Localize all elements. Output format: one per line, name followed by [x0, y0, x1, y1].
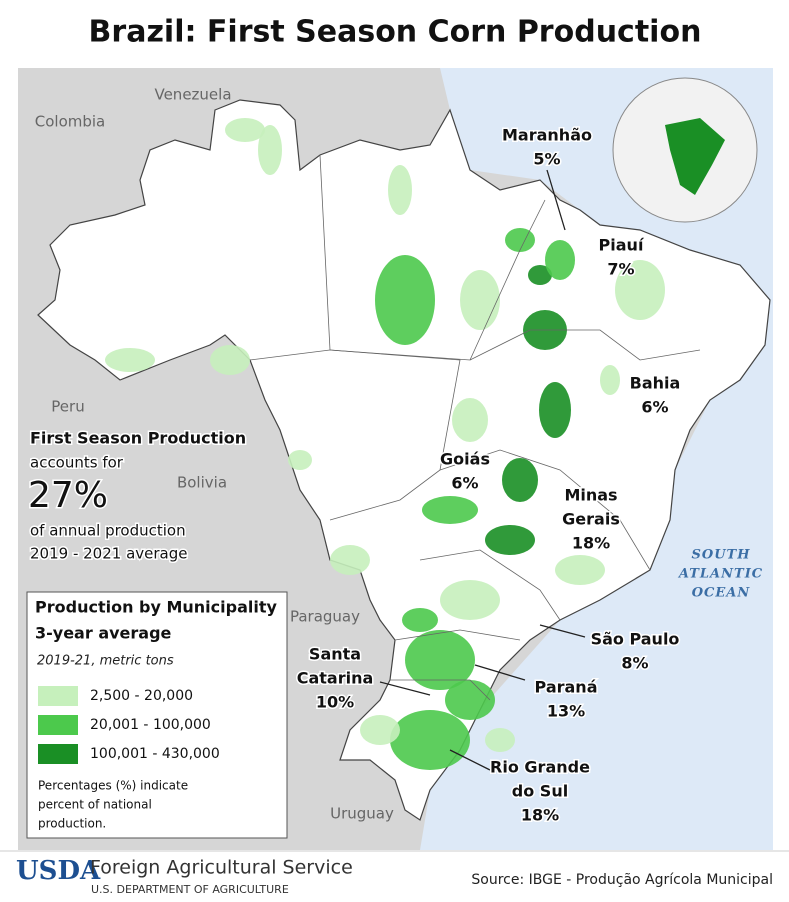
legend-swatch	[38, 715, 78, 735]
state-name: Maranhão	[502, 126, 592, 145]
country-label: Bolivia	[177, 474, 227, 492]
country-label: Peru	[51, 398, 84, 416]
state-share: 6%	[451, 474, 478, 493]
department-name: U.S. DEPARTMENT OF AGRICULTURE	[91, 883, 289, 896]
production-patch	[539, 382, 571, 438]
summary-text: 2019 - 2021 average	[30, 545, 187, 563]
production-patch	[528, 265, 552, 285]
summary-text: accounts for	[30, 454, 124, 472]
country-label: Venezuela	[154, 86, 231, 104]
ocean-label: ATLANTIC	[677, 567, 763, 582]
summary-share: 27%	[28, 475, 108, 516]
production-patch	[360, 715, 400, 745]
summary-heading: First Season Production	[30, 429, 246, 448]
production-patch	[615, 260, 665, 320]
legend-swatch	[38, 686, 78, 706]
production-patch	[402, 608, 438, 632]
state-share: 18%	[521, 806, 559, 825]
legend-label: 100,001 - 430,000	[90, 746, 220, 762]
legend-subtitle: 2019-21, metric tons	[37, 654, 174, 669]
state-name: do Sul	[512, 782, 568, 801]
production-patch	[288, 450, 312, 470]
state-name: Santa	[309, 645, 361, 664]
source-note: Source: IBGE - Produção Agrícola Municip…	[471, 872, 773, 888]
legend-note: production.	[38, 817, 106, 831]
globe-brazil	[665, 118, 725, 195]
legend-label: 2,500 - 20,000	[90, 688, 193, 704]
legend-label: 20,001 - 100,000	[90, 717, 211, 733]
state-name: Bahia	[630, 374, 681, 393]
production-patch	[485, 525, 535, 555]
state-share: 5%	[533, 150, 560, 169]
state-share: 6%	[641, 398, 668, 417]
production-patch	[600, 365, 620, 395]
production-patch	[422, 496, 478, 524]
state-name: Minas	[564, 486, 617, 505]
title: Brazil: First Season Corn Production	[89, 15, 702, 50]
legend-title: Production by Municipality	[35, 598, 278, 617]
state-share: 8%	[621, 654, 648, 673]
production-patch	[502, 458, 538, 502]
production-patch	[505, 228, 535, 252]
production-patch	[225, 118, 265, 142]
state-name: Goiás	[440, 450, 490, 469]
production-patch	[445, 680, 495, 720]
agency-name: Foreign Agricultural Service	[90, 857, 353, 879]
production-patch	[460, 270, 500, 330]
legend-note: percent of national	[38, 798, 152, 812]
country-label: Uruguay	[330, 805, 394, 823]
state-share: 7%	[607, 260, 634, 279]
production-patch	[440, 580, 500, 620]
production-patch	[258, 125, 282, 175]
state-borders	[249, 154, 701, 701]
state-name: Piauí	[599, 236, 645, 255]
country-label: Colombia	[35, 113, 106, 131]
production-patch	[330, 545, 370, 575]
state-name: Paraná	[535, 678, 598, 697]
legend-note: Percentages (%) indicate	[38, 779, 188, 793]
legend-title: 3-year average	[35, 624, 172, 643]
summary-text: of annual production	[30, 522, 186, 540]
production-patches	[105, 118, 665, 770]
state-share: 10%	[316, 693, 354, 712]
production-patch	[452, 398, 488, 442]
usda-logo: USDA	[16, 856, 101, 886]
production-patch	[210, 345, 250, 375]
production-patch	[555, 555, 605, 585]
production-patch	[375, 255, 435, 345]
production-patch	[388, 165, 412, 215]
leader-lines	[379, 169, 586, 771]
production-patch	[545, 240, 575, 280]
brazil-outline	[37, 99, 771, 821]
legend-swatch	[38, 744, 78, 764]
state-name: Gerais	[562, 510, 620, 529]
production-patch	[405, 630, 475, 690]
state-name: São Paulo	[591, 630, 680, 649]
production-patch	[105, 348, 155, 372]
ocean-label: OCEAN	[692, 586, 751, 601]
production-patch	[390, 710, 470, 770]
country-label: Paraguay	[290, 608, 360, 626]
state-name: Catarina	[297, 669, 374, 688]
state-share: 18%	[572, 534, 610, 553]
production-patch	[485, 728, 515, 752]
state-share: 13%	[547, 702, 585, 721]
ocean-label: SOUTH	[691, 548, 750, 563]
state-name: Rio Grande	[490, 758, 590, 777]
